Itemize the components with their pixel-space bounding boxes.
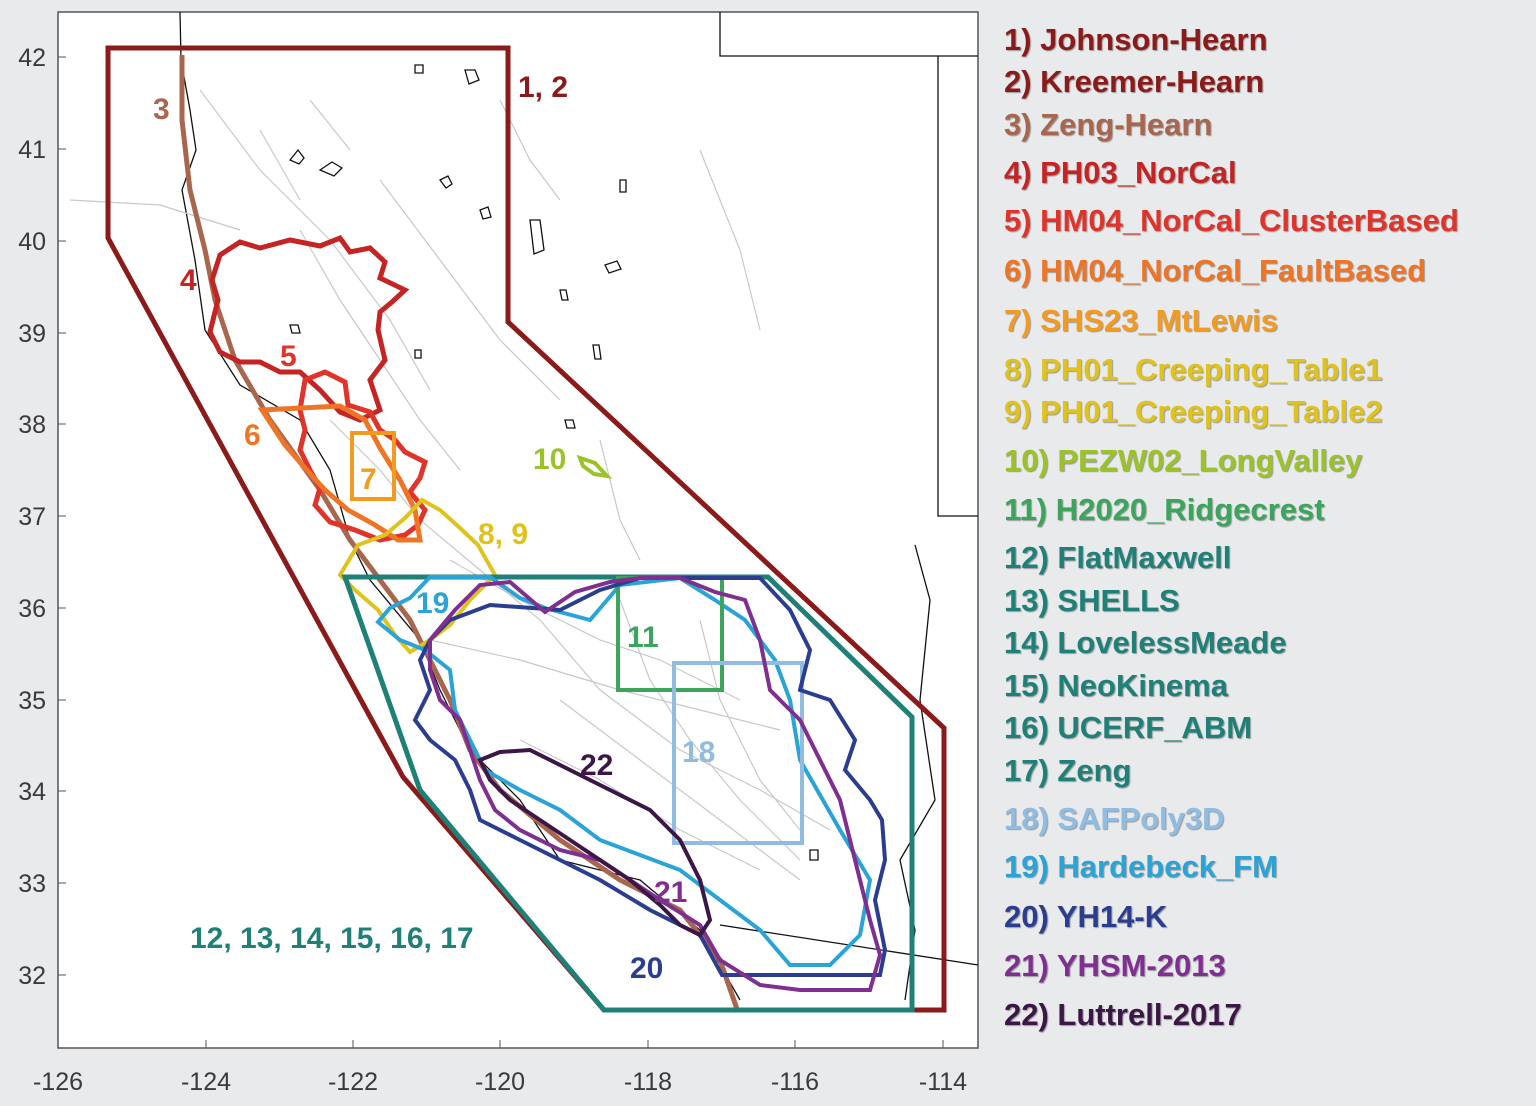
x-tick-label: -124 <box>181 1068 231 1096</box>
region-8-9 <box>337 497 498 655</box>
legend-item: 7) SHS23_MtLewis <box>1004 303 1278 338</box>
y-tick-label: 38 <box>18 411 46 439</box>
legend-item: 14) LovelessMeade <box>1004 625 1287 660</box>
map-label: 12, 13, 14, 15, 16, 17 <box>190 922 474 955</box>
map-label: 8, 9 <box>478 518 528 551</box>
map-label: 22 <box>580 749 613 782</box>
legend-item: 4) PH03_NorCal <box>1004 155 1237 190</box>
map-label: 3 <box>153 93 170 126</box>
region-19 <box>375 575 873 967</box>
x-tick-label: -114 <box>919 1068 967 1096</box>
map-label: 6 <box>244 419 261 452</box>
y-tick-label: 41 <box>18 136 46 164</box>
region-5 <box>297 369 429 543</box>
x-tick-label: -116 <box>771 1068 819 1096</box>
legend-item: 18) SAFPoly3D <box>1004 801 1225 836</box>
map-label: 5 <box>280 340 297 373</box>
region-1-2 <box>105 45 947 1013</box>
legend-item: 19) Hardebeck_FM <box>1004 849 1278 884</box>
y-tick-label: 36 <box>18 595 46 623</box>
region-12-17 <box>341 574 915 1013</box>
legend-item: 11) H2020_Ridgecrest <box>1004 492 1325 527</box>
y-axis: 42 41 40 39 38 37 36 35 34 33 32 <box>18 44 66 990</box>
map-labels: 1, 2 3 4 5 6 7 8, 9 10 11 12, 13, 14, 15, 16, 17 1… <box>153 71 715 985</box>
legend-item: 21) YHSM-2013 <box>1004 948 1226 983</box>
legend-item: 13) SHELLS <box>1004 583 1180 618</box>
legend-item: 12) FlatMaxwell <box>1004 540 1232 575</box>
y-tick-label: 40 <box>18 228 46 256</box>
legend-item: 2) Kreemer-Hearn <box>1004 64 1265 99</box>
y-tick-label: 32 <box>18 962 46 990</box>
x-tick-label: -122 <box>328 1068 378 1096</box>
region-7 <box>350 431 396 501</box>
region-20 <box>412 576 888 977</box>
legend-item: 9) PH01_Creeping_Table2 <box>1004 394 1383 429</box>
y-tick-label: 42 <box>18 44 46 72</box>
map-label: 7 <box>360 463 377 496</box>
region-21 <box>428 576 883 992</box>
legend-item: 8) PH01_Creeping_Table1 <box>1004 352 1383 387</box>
y-tick-label: 39 <box>18 320 46 348</box>
x-tick-label: -120 <box>475 1068 525 1096</box>
map-label: 1, 2 <box>518 71 568 104</box>
region-3 <box>179 55 741 1013</box>
y-tick-label: 33 <box>18 870 46 898</box>
legend-item: 20) YH14-K <box>1004 899 1168 934</box>
map-label: 4 <box>180 264 197 297</box>
legend-item: 22) Luttrell-2017 <box>1004 997 1242 1032</box>
y-tick-label: 35 <box>18 687 46 715</box>
y-tick-label: 34 <box>18 778 46 806</box>
legend-item: 16) UCERF_ABM <box>1004 710 1253 745</box>
legend-item: 5) HM04_NorCal_ClusterBased <box>1004 203 1459 238</box>
map-label: 18 <box>682 736 715 769</box>
legend-item: 3) Zeng-Hearn <box>1004 107 1213 142</box>
y-tick-label: 37 <box>18 503 46 531</box>
region-6 <box>257 403 423 543</box>
map-label: 10 <box>533 443 566 476</box>
legend-item: 6) HM04_NorCal_FaultBased <box>1004 253 1427 288</box>
legend-item: 1) Johnson-Hearn <box>1004 22 1268 57</box>
region-4 <box>207 234 410 423</box>
region-10 <box>576 454 613 479</box>
map-label: 20 <box>630 952 663 985</box>
map-label: 11 <box>627 621 659 654</box>
legend-item: 17) Zeng <box>1004 753 1132 788</box>
plot-area <box>57 11 979 1049</box>
region-18 <box>672 661 804 845</box>
region-22 <box>477 747 713 938</box>
x-tick-label: -126 <box>33 1068 83 1096</box>
map-label: 19 <box>416 587 449 620</box>
map-label: 21 <box>654 876 687 909</box>
legend-item: 15) NeoKinema <box>1004 668 1228 703</box>
legend-item: 10) PEZW02_LongValley <box>1004 443 1363 478</box>
x-axis: -126 -124 -122 -120 -118 -116 -114 <box>33 1040 967 1096</box>
x-tick-label: -118 <box>624 1068 672 1096</box>
